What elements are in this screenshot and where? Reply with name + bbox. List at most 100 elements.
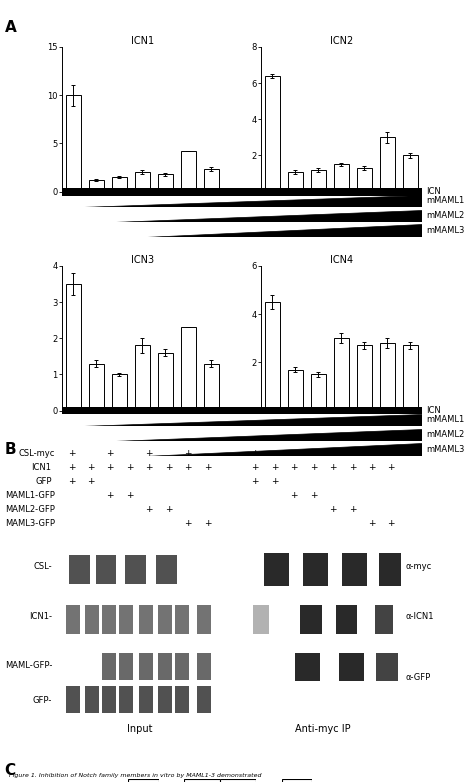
Bar [336,605,357,634]
Bar [264,76,280,192]
Text: +: + [329,449,337,458]
Polygon shape [80,414,422,426]
Bar [112,178,127,192]
Bar [119,605,133,634]
Text: mMAML2: mMAML2 [427,430,465,439]
Text: GFP-: GFP- [33,696,52,705]
Bar [357,168,372,192]
Title: ICN2: ICN2 [329,36,353,46]
Text: +: + [126,463,133,472]
Bar [357,346,372,411]
Text: +: + [349,505,356,515]
Bar [112,375,127,411]
Bar [65,284,81,411]
Text: ICN1-: ICN1- [29,612,52,621]
Bar [342,553,367,586]
Text: +: + [252,463,259,472]
Bar [66,605,80,634]
Text: +: + [291,491,298,500]
Text: C: C [5,763,16,778]
Text: +: + [349,463,356,472]
Bar [204,364,219,411]
Bar [175,686,189,713]
Bar [66,686,80,713]
Text: MAML2-GFP: MAML2-GFP [5,505,55,515]
Bar [403,156,418,192]
Bar [158,686,172,713]
Text: α-ICN1: α-ICN1 [406,612,434,621]
Bar [303,553,328,586]
Bar [65,95,81,192]
Text: mMAML1: mMAML1 [427,196,465,206]
Bar [175,605,189,634]
Bar [197,653,211,680]
Polygon shape [145,443,422,456]
Polygon shape [112,429,422,441]
Text: Input: Input [127,724,152,734]
Text: +: + [107,491,114,500]
Bar [376,653,398,681]
Text: +: + [329,505,337,515]
Bar [374,605,393,634]
Bar [158,174,173,192]
Bar [288,172,303,192]
Text: CSL-myc: CSL-myc [19,449,55,458]
Bar [339,653,364,681]
Bar [288,370,303,411]
Bar [102,686,116,713]
Text: +: + [126,491,133,500]
Text: +: + [184,449,191,458]
Title: ICN4: ICN4 [330,255,353,265]
Text: B: B [5,442,17,457]
Text: +: + [107,449,114,458]
Bar [139,653,154,680]
Text: +: + [310,463,317,472]
Title: ICN3: ICN3 [131,255,154,265]
Bar [264,302,280,411]
Bar [139,605,154,634]
Text: ICN1: ICN1 [31,463,51,472]
Bar [175,653,189,680]
Polygon shape [112,210,422,222]
Text: +: + [388,519,395,529]
Text: mMAML2: mMAML2 [427,211,465,221]
Text: +: + [146,463,153,472]
Bar [311,375,326,411]
Bar [85,605,99,634]
Title: ICN1: ICN1 [131,36,154,46]
Text: +: + [68,449,75,458]
Text: +: + [368,449,375,458]
Text: CSL-: CSL- [34,561,52,571]
Bar [102,605,116,634]
Text: A: A [5,20,17,34]
Text: +: + [146,505,153,515]
Bar [403,346,418,411]
Text: +: + [271,477,278,486]
Polygon shape [80,195,422,207]
Bar [253,605,269,634]
Bar [311,170,326,192]
Bar [69,555,90,584]
Bar [96,555,116,584]
Bar [204,170,219,192]
Bar [156,555,177,584]
Bar [380,343,395,411]
Bar [181,151,196,192]
Text: +: + [368,519,375,529]
Bar [135,346,150,411]
Text: +: + [87,463,94,472]
Bar [181,328,196,411]
Text: α-GFP: α-GFP [406,673,431,682]
Text: mMAML3: mMAML3 [427,226,465,235]
Bar [380,138,395,192]
Text: +: + [146,449,153,458]
Bar [158,653,172,680]
Text: +: + [252,477,259,486]
Text: α-myc: α-myc [406,561,432,571]
Text: +: + [388,463,395,472]
Text: +: + [310,491,317,500]
Bar [158,353,173,411]
Text: GFP: GFP [36,477,52,486]
Bar [119,686,133,713]
Text: +: + [68,477,75,486]
